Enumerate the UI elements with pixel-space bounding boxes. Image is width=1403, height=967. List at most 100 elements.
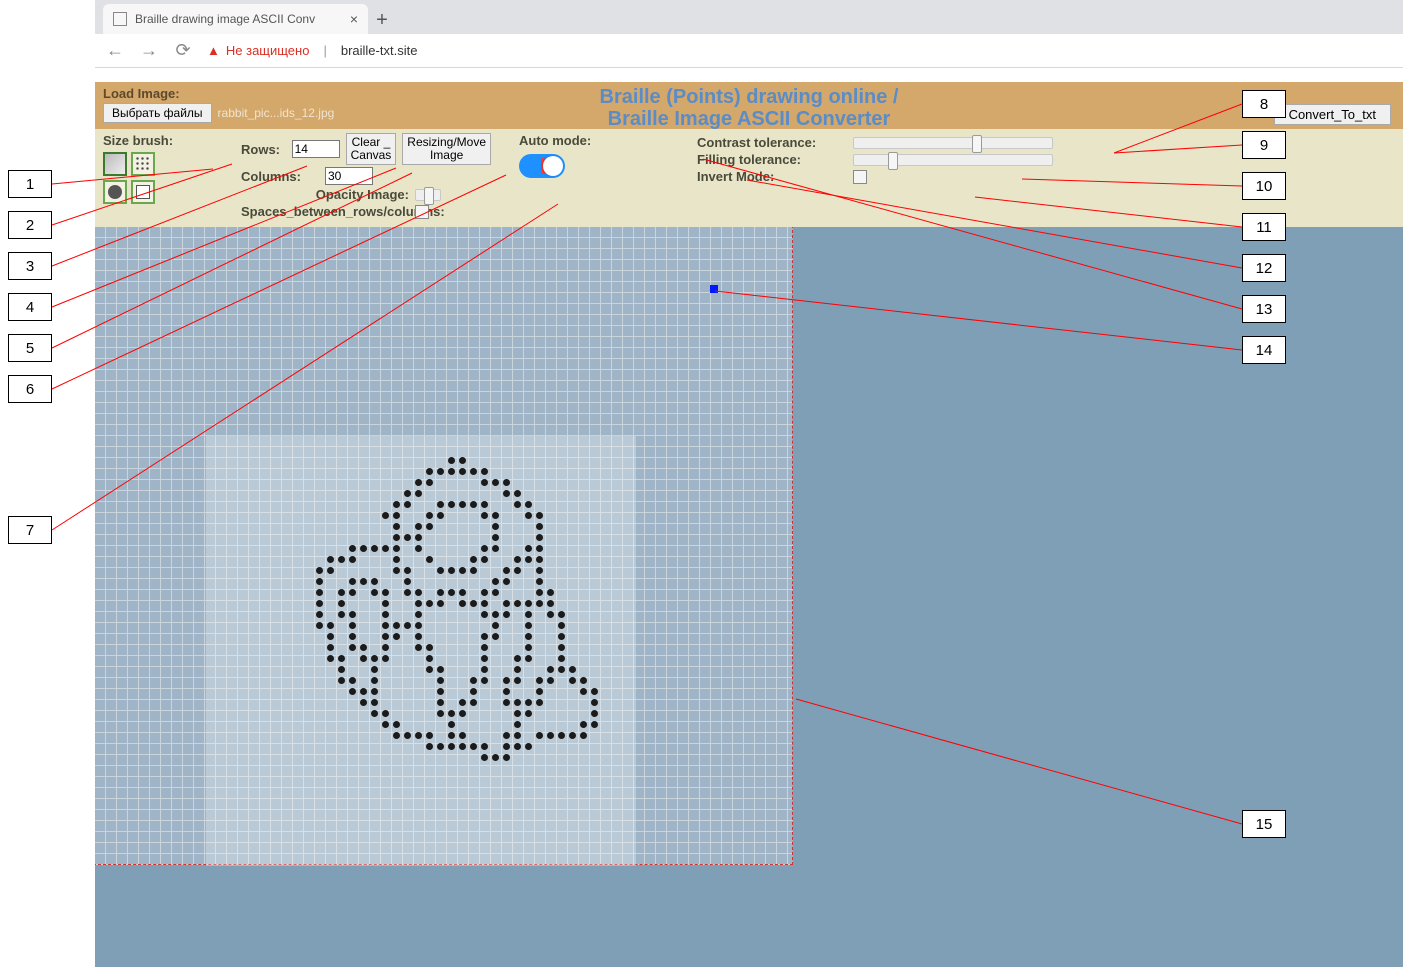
braille-dot xyxy=(503,490,510,497)
braille-dot xyxy=(558,732,565,739)
braille-dot xyxy=(426,644,433,651)
braille-dot xyxy=(558,666,565,673)
contrast-tolerance-slider[interactable] xyxy=(853,137,1053,149)
braille-dot xyxy=(481,501,488,508)
braille-dot xyxy=(470,688,477,695)
braille-dot xyxy=(481,666,488,673)
forward-button[interactable]: → xyxy=(139,40,159,61)
braille-dot xyxy=(360,699,367,706)
callout-4: 4 xyxy=(8,293,52,321)
braille-dot xyxy=(503,677,510,684)
drawing-grid[interactable] xyxy=(95,227,793,865)
columns-label: Columns: xyxy=(241,169,319,184)
braille-dot xyxy=(382,622,389,629)
braille-dot xyxy=(492,611,499,618)
brush-circle[interactable] xyxy=(103,180,127,204)
resize-move-image-button[interactable]: Resizing/Move Image xyxy=(402,133,491,165)
braille-dot xyxy=(514,721,521,728)
braille-dot xyxy=(415,589,422,596)
braille-dot xyxy=(569,732,576,739)
braille-dot xyxy=(503,567,510,574)
braille-dot xyxy=(525,512,532,519)
brush-fade[interactable] xyxy=(103,152,127,176)
close-tab-icon[interactable]: × xyxy=(350,11,358,27)
spaces-checkbox[interactable] xyxy=(415,205,429,219)
brush-grid xyxy=(103,152,213,204)
braille-dot xyxy=(437,677,444,684)
braille-dot xyxy=(459,457,466,464)
braille-dot xyxy=(415,611,422,618)
braille-dot xyxy=(470,677,477,684)
braille-dot xyxy=(536,578,543,585)
canvas-area[interactable] xyxy=(95,227,1403,967)
auto-mode-toggle[interactable] xyxy=(519,154,565,178)
braille-dot xyxy=(382,600,389,607)
new-tab-button[interactable]: + xyxy=(368,6,396,34)
braille-dot xyxy=(382,633,389,640)
braille-dot xyxy=(459,567,466,574)
brush-dots[interactable] xyxy=(131,152,155,176)
contrast-thumb[interactable] xyxy=(972,135,982,153)
braille-dot xyxy=(393,545,400,552)
url-text[interactable]: braille-txt.site xyxy=(341,43,418,58)
braille-dot xyxy=(382,710,389,717)
columns-input[interactable] xyxy=(325,167,373,185)
braille-dot xyxy=(448,732,455,739)
braille-dot xyxy=(492,523,499,530)
braille-dot xyxy=(327,644,334,651)
callout-9: 9 xyxy=(1242,131,1286,159)
braille-dot xyxy=(536,589,543,596)
braille-dot xyxy=(536,545,543,552)
braille-dot xyxy=(481,754,488,761)
braille-dot xyxy=(437,567,444,574)
braille-dot xyxy=(514,600,521,607)
braille-dot xyxy=(437,501,444,508)
braille-dot xyxy=(393,523,400,530)
braille-dot xyxy=(316,578,323,585)
braille-dot xyxy=(492,754,499,761)
braille-dot xyxy=(327,567,334,574)
braille-dot xyxy=(459,732,466,739)
braille-dot xyxy=(415,534,422,541)
callout-15: 15 xyxy=(1242,810,1286,838)
filling-tolerance-slider[interactable] xyxy=(853,154,1053,166)
clear-canvas-button[interactable]: Clear _ Canvas xyxy=(346,133,397,165)
braille-dot xyxy=(382,545,389,552)
back-button[interactable]: ← xyxy=(105,40,125,61)
braille-dot xyxy=(338,589,345,596)
braille-dot xyxy=(404,622,411,629)
braille-dot xyxy=(580,732,587,739)
braille-dot xyxy=(481,655,488,662)
braille-dot xyxy=(492,534,499,541)
security-indicator[interactable]: ▲ Не защищено xyxy=(207,43,309,58)
braille-dot xyxy=(492,633,499,640)
reload-button[interactable]: ⟳ xyxy=(173,40,193,61)
choose-files-button[interactable]: Выбрать файлы xyxy=(103,103,212,123)
braille-dot xyxy=(492,545,499,552)
braille-dot xyxy=(393,622,400,629)
convert-to-txt-button[interactable]: Convert_To_txt xyxy=(1274,104,1391,125)
resize-handle[interactable] xyxy=(710,285,718,293)
braille-dot xyxy=(547,677,554,684)
braille-dot xyxy=(459,501,466,508)
invert-mode-checkbox[interactable] xyxy=(853,170,867,184)
browser-tab[interactable]: Braille drawing image ASCII Conv × xyxy=(103,4,368,34)
braille-dot xyxy=(514,699,521,706)
braille-dot xyxy=(525,655,532,662)
auto-mode-label: Auto mode: xyxy=(519,133,669,148)
braille-dot xyxy=(503,754,510,761)
braille-dot xyxy=(316,589,323,596)
brush-square[interactable] xyxy=(131,180,155,204)
braille-dot xyxy=(327,633,334,640)
braille-dot xyxy=(503,732,510,739)
braille-dot xyxy=(514,490,521,497)
braille-dot xyxy=(371,666,378,673)
opacity-slider[interactable] xyxy=(415,189,441,201)
callout-14: 14 xyxy=(1242,336,1286,364)
rows-input[interactable] xyxy=(292,140,340,158)
braille-dot xyxy=(536,600,543,607)
braille-dot xyxy=(382,644,389,651)
browser-chrome: Braille drawing image ASCII Conv × + ← →… xyxy=(95,0,1403,68)
braille-dot xyxy=(525,699,532,706)
filling-thumb[interactable] xyxy=(888,152,898,170)
